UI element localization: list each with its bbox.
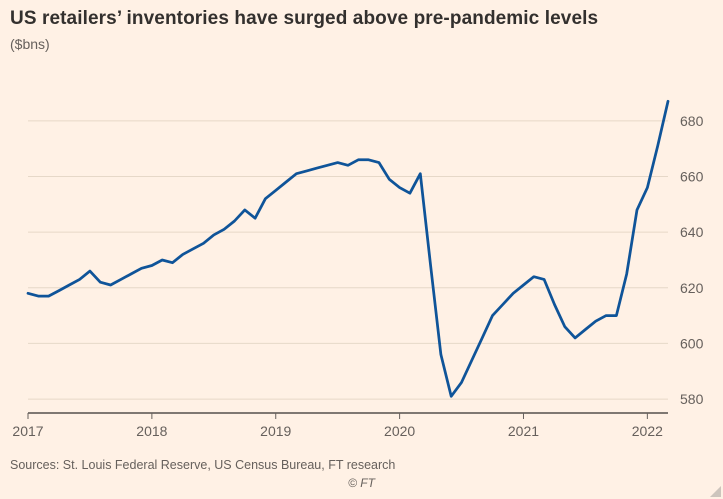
y-axis-labels: 580 600 620 640 660 680 bbox=[680, 113, 704, 407]
x-tick-label: 2019 bbox=[260, 423, 291, 439]
x-axis-ticks: 2017 2018 2019 2020 2021 2022 bbox=[12, 413, 663, 439]
x-tick-label: 2017 bbox=[12, 423, 43, 439]
sources-text: Sources: St. Louis Federal Reserve, US C… bbox=[10, 458, 396, 472]
chart-title: US retailers’ inventories have surged ab… bbox=[10, 8, 599, 29]
resize-handle-icon[interactable] bbox=[710, 486, 721, 497]
x-tick-label: 2018 bbox=[136, 423, 167, 439]
copyright-text: © FT bbox=[348, 476, 375, 490]
x-tick-label: 2022 bbox=[632, 423, 663, 439]
chart-area: 580 600 620 640 660 680 2017 2018 2019 2020 2021 20… bbox=[0, 68, 723, 446]
y-tick-label: 580 bbox=[680, 391, 704, 407]
y-tick-label: 640 bbox=[680, 224, 704, 240]
x-tick-label: 2020 bbox=[384, 423, 415, 439]
y-tick-label: 620 bbox=[680, 280, 704, 296]
y-tick-label: 600 bbox=[680, 335, 704, 351]
y-tick-label: 680 bbox=[680, 113, 704, 129]
chart-subtitle: ($bns) bbox=[10, 36, 50, 52]
y-tick-label: 660 bbox=[680, 168, 704, 184]
inventories-series-line bbox=[26, 99, 670, 398]
gridlines bbox=[28, 120, 668, 400]
x-tick-label: 2021 bbox=[508, 423, 539, 439]
